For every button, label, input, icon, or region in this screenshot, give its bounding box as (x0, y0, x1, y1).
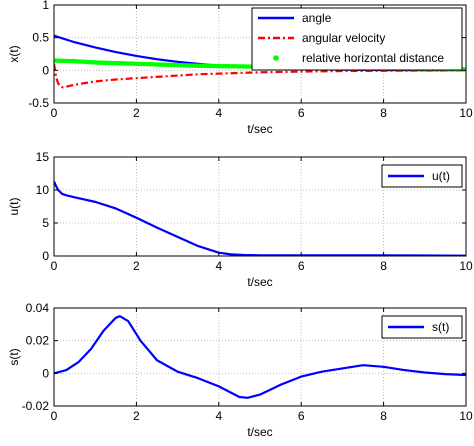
x-tick-label: 4 (215, 409, 222, 423)
y-axis-label: s(t) (7, 348, 21, 365)
subplot-2: 0 2 4 6 8 10 0 5 10 15 t/sec u(t) u(t) (7, 150, 473, 289)
legend: u(t) (381, 164, 463, 188)
series-group (54, 315, 466, 399)
x-axis-label: t/sec (247, 275, 272, 289)
x-tick-label: 2 (133, 409, 140, 423)
x-tick-label: 0 (51, 409, 58, 423)
y-tick-label: 0.02 (26, 334, 50, 348)
x-tick-label: 8 (380, 409, 387, 423)
x-tick-label: 8 (380, 259, 387, 273)
y-tick-label: 0.04 (26, 301, 50, 315)
legend-label: s(t) (432, 320, 449, 334)
y-tick-label: 0 (42, 249, 49, 263)
y-tick-label: 15 (36, 150, 50, 164)
y-tick-label: 10 (36, 183, 50, 197)
y-tick-label: 5 (42, 216, 49, 230)
x-tick-label: 10 (459, 259, 473, 273)
x-tick-label: 10 (459, 106, 473, 120)
axes-frame (53, 156, 467, 257)
legend: s(t) (381, 315, 463, 339)
y-tick-label: 0 (42, 366, 49, 380)
legend-swatch (273, 55, 279, 61)
series-line-angular-velocity (54, 63, 466, 89)
y-axis-label: u(t) (7, 197, 21, 215)
axes-frame (53, 307, 467, 407)
x-tick-label: 8 (380, 106, 387, 120)
y-tick-label: 1 (42, 0, 49, 12)
x-axis-label: t/sec (247, 122, 272, 136)
x-tick-label: 2 (133, 106, 140, 120)
series-line-u-t- (54, 180, 466, 256)
axes-frame (53, 4, 467, 104)
x-tick-label: 6 (298, 259, 305, 273)
y-tick-label: 0 (42, 63, 49, 77)
x-tick-label: 6 (298, 409, 305, 423)
y-tick-label: 0.5 (32, 31, 49, 45)
x-tick-label: 10 (459, 409, 473, 423)
y-tick-label: -0.5 (28, 96, 49, 110)
y-tick-label: -0.02 (22, 399, 50, 413)
legend-label: u(t) (432, 169, 450, 183)
legend-label: angle (302, 11, 332, 25)
x-tick-label: 6 (298, 106, 305, 120)
x-tick-label: 2 (133, 259, 140, 273)
x-tick-label: 0 (51, 106, 58, 120)
series-group (54, 180, 466, 256)
x-tick-label: 0 (51, 259, 58, 273)
x-axis-label: t/sec (247, 425, 272, 439)
x-tick-label: 4 (215, 259, 222, 273)
x-tick-label: 4 (215, 106, 222, 120)
legend: angle angular velocity relative horizontal… (251, 7, 463, 71)
series-line-s-t- (54, 315, 466, 399)
legend-label: relative horizontal distance (302, 51, 444, 65)
legend-label: angular velocity (302, 31, 385, 45)
y-axis-label: x(t) (7, 45, 21, 62)
